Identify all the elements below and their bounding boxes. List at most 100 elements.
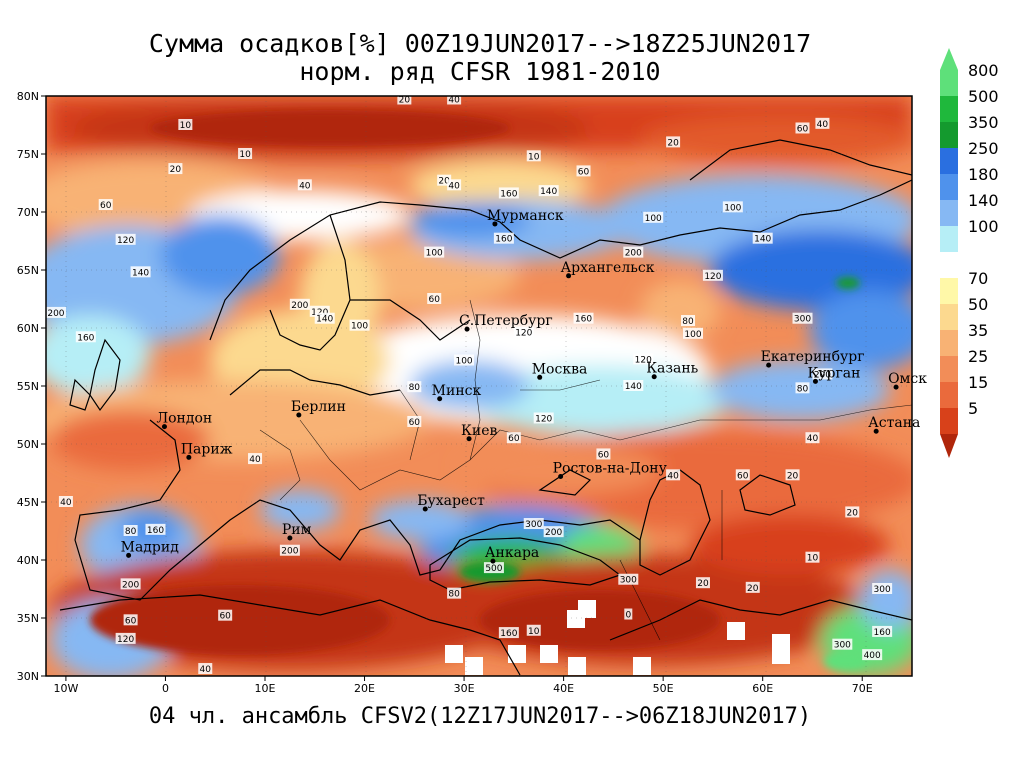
city-label: Ростов-на-Дону — [553, 460, 668, 476]
contour-label-bg — [722, 201, 743, 213]
contour-label-bg — [752, 232, 773, 244]
contour-label: 80 — [448, 590, 460, 600]
contour-label: 10 — [239, 150, 251, 160]
contour-label: 60 — [598, 450, 610, 460]
contour-label: 300 — [874, 585, 891, 595]
contour-label: 20 — [697, 579, 709, 589]
colorbar-top-arrow — [940, 48, 958, 70]
contour-label-bg — [427, 293, 442, 304]
contour-label: 160 — [147, 526, 164, 536]
contour-label: 200 — [291, 301, 308, 311]
contour-label-bg — [123, 525, 138, 536]
contour-label-bg — [115, 632, 136, 644]
contour-label-bg — [618, 573, 639, 585]
city-label: Мадрид — [121, 539, 180, 555]
contour-label: 60 — [428, 295, 440, 305]
contour-label: 40 — [448, 95, 460, 105]
colorbar-segment — [940, 356, 958, 382]
city-marker — [287, 535, 293, 541]
contour-label: 20 — [847, 508, 859, 518]
colorbar-label: 800 — [968, 61, 999, 80]
contour-label: 60 — [409, 418, 421, 428]
contour-label: 120 — [117, 635, 134, 645]
contour-label-bg — [349, 319, 370, 331]
city-marker — [161, 424, 167, 430]
city-label: Анкара — [485, 545, 539, 561]
contour-label-bg — [447, 587, 462, 599]
coastlines — [59, 139, 912, 676]
city-marker — [873, 428, 879, 434]
contour-label: 20 — [667, 138, 679, 148]
contour-label-bg — [123, 614, 138, 626]
contour-label: 160 — [874, 628, 891, 638]
contour-label: 60 — [100, 201, 112, 211]
contour-label: 120 — [635, 355, 652, 365]
contour-label-bg — [483, 562, 504, 574]
lon-tick-label: 10W — [53, 682, 78, 695]
contour-label-bg — [145, 523, 166, 535]
contour-label: 100 — [684, 330, 701, 340]
contour-label-bg — [683, 327, 704, 339]
contour-label: 140 — [132, 268, 149, 278]
city-label: Екатеринбург — [761, 349, 865, 365]
contour-label-bg — [314, 312, 335, 324]
contour-label-bg — [666, 136, 681, 148]
lat-tick-label: 30N — [17, 670, 39, 683]
city-marker — [186, 454, 192, 460]
contour-label: 300 — [794, 315, 811, 325]
contour-label-bg — [309, 305, 330, 317]
colorbar-label: 100 — [968, 217, 999, 236]
contour-label: 40 — [299, 181, 311, 191]
contour-label-bg — [120, 578, 141, 590]
contour-label-bg — [238, 148, 253, 159]
contour-label: 100 — [455, 356, 472, 366]
contour-label: 20 — [747, 584, 759, 594]
contour-label-bg — [538, 185, 559, 197]
contour-label-bg — [745, 581, 760, 593]
contour-label-bg — [424, 246, 445, 258]
contour-label: 80 — [682, 317, 694, 327]
city-marker — [464, 326, 470, 332]
contour-label-bg — [297, 179, 312, 191]
colorbar-label: 180 — [968, 165, 999, 184]
contour-label: 20 — [170, 165, 182, 175]
contour-label-bg — [543, 526, 564, 538]
contour-label-bg — [75, 331, 96, 343]
contour-label-bg — [702, 269, 723, 281]
city-marker — [812, 378, 818, 384]
contour-label: 80 — [125, 527, 137, 537]
contour-label-bg — [526, 150, 541, 162]
contour-label-bg — [454, 354, 475, 366]
colorbar-segment — [940, 174, 958, 200]
contour-label-bg — [437, 174, 452, 186]
contour-label-bg — [666, 469, 681, 481]
colorbar-segment — [940, 278, 958, 304]
contour-label: 40 — [667, 471, 679, 481]
contour-label: 100 — [645, 214, 662, 224]
contour-label: 40 — [60, 498, 72, 508]
contour-label: 200 — [47, 309, 64, 319]
contour-label-bg — [58, 496, 73, 507]
contour-label-bg — [623, 246, 644, 258]
contour-label: 200 — [814, 370, 831, 380]
city-marker — [490, 558, 496, 564]
borders — [259, 299, 912, 641]
contour-label: 400 — [864, 651, 881, 661]
colorbar-segment — [940, 200, 958, 226]
contour-label: 40 — [807, 434, 819, 444]
lat-tick-label: 55N — [17, 380, 39, 393]
contour-label: 0 — [625, 611, 631, 621]
city-marker — [422, 506, 428, 512]
city-label: Мурманск — [487, 208, 564, 224]
lon-tick-label: 0 — [162, 682, 169, 695]
city-label: Астана — [868, 415, 920, 431]
colorbar-label: 25 — [968, 347, 988, 366]
contour-label: 60 — [508, 434, 520, 444]
contour-label-bg — [168, 163, 183, 175]
colorbar-label: 140 — [968, 191, 999, 210]
contour-label-bg — [643, 211, 664, 223]
colorbar-segment — [940, 382, 958, 408]
contour-label: 40 — [448, 181, 460, 191]
